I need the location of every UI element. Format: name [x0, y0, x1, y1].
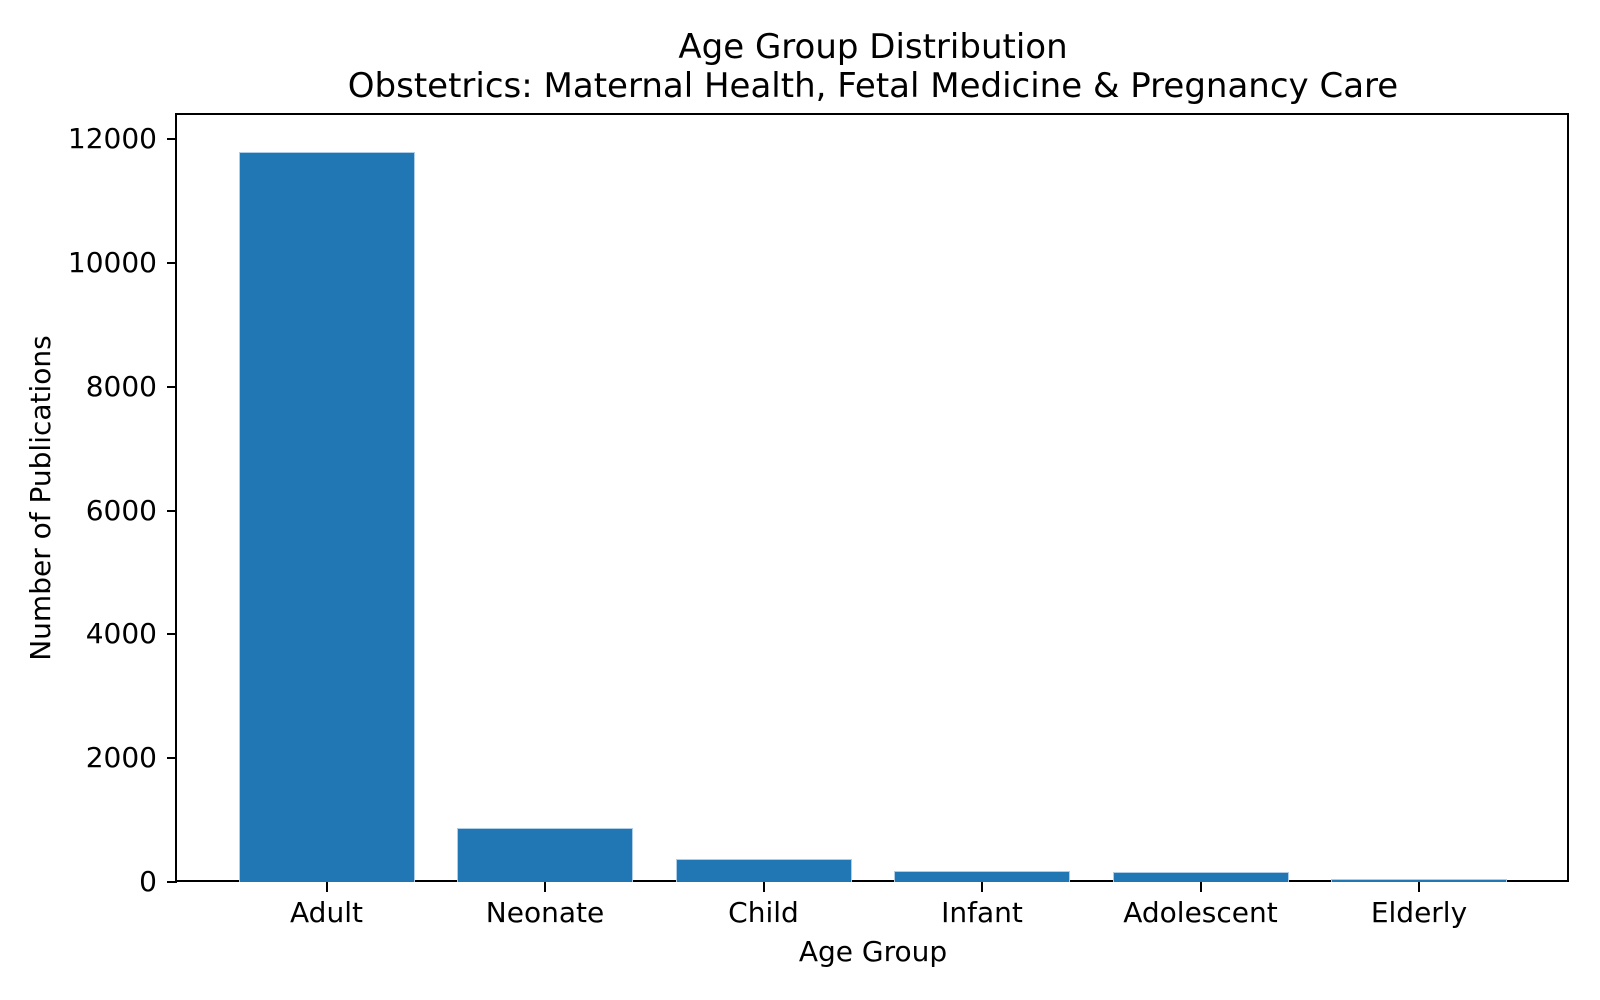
x-tick-elderly: [1418, 882, 1420, 892]
y-tick-6000: [167, 509, 177, 512]
x-tick-label-infant: Infant: [941, 896, 1023, 929]
x-tick-infant: [981, 882, 983, 892]
y-tick-2000: [167, 757, 177, 760]
x-axis-label: Age Group: [798, 935, 948, 968]
y-tick-12000: [167, 138, 177, 141]
y-tick-10000: [167, 261, 177, 264]
x-tick-label-adolescent: Adolescent: [1123, 896, 1278, 929]
bar-infant: [894, 871, 1070, 882]
bar-neonate: [457, 828, 633, 882]
y-tick-label-4000: 4000: [85, 617, 157, 651]
y-tick-4000: [167, 633, 177, 636]
x-tick-label-elderly: Elderly: [1370, 896, 1468, 929]
bar-elderly: [1331, 879, 1507, 882]
y-tick-label-12000: 12000: [67, 122, 157, 156]
y-tick-label-0: 0: [139, 865, 157, 898]
y-tick-label-2000: 2000: [85, 741, 157, 775]
y-tick-label-6000: 6000: [85, 493, 157, 527]
chart-title-line2: Obstetrics: Maternal Health, Fetal Medic…: [347, 66, 1399, 106]
y-tick-label-10000: 10000: [67, 245, 157, 279]
y-tick-0: [167, 881, 177, 883]
x-tick-label-child: Child: [728, 896, 799, 929]
y-tick-label-8000: 8000: [85, 369, 157, 403]
x-tick-child: [762, 882, 765, 892]
y-axis-label: Number of Publications: [24, 335, 57, 661]
x-tick-adult: [325, 882, 328, 892]
x-tick-label-adult: Adult: [290, 896, 363, 929]
bar-child: [675, 859, 852, 882]
bar-adolescent: [1112, 872, 1289, 882]
x-tick-neonate: [544, 882, 546, 892]
x-tick-adolescent: [1199, 882, 1202, 892]
y-tick-8000: [167, 385, 177, 388]
x-tick-label-neonate: Neonate: [485, 896, 605, 929]
chart-title-line1: Age Group Distribution: [678, 27, 1068, 67]
bar-adult: [238, 152, 415, 882]
chart-title: Age Group Distribution Obstetrics: Mater…: [177, 28, 1569, 106]
